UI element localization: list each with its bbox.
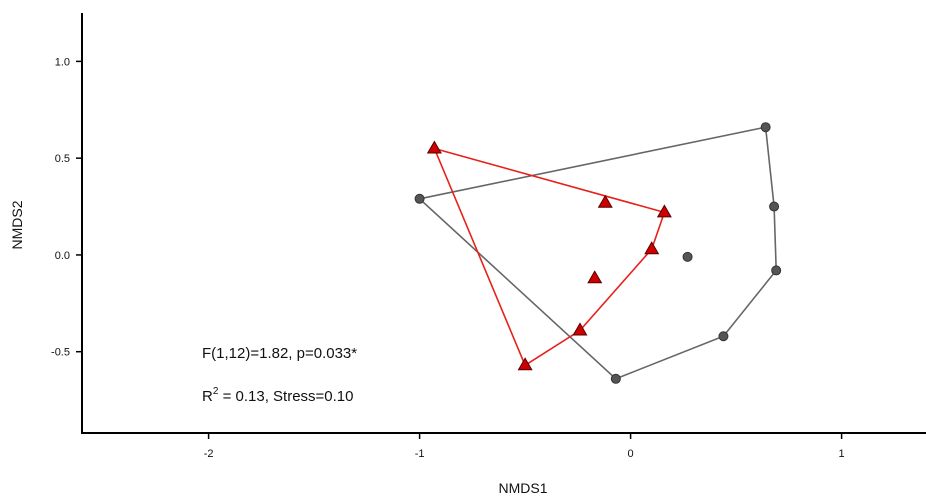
data-point-circle	[769, 201, 780, 212]
data-point-triangle	[597, 194, 613, 208]
data-point-triangle	[587, 270, 603, 284]
ticks: -2 -1 0 1 -0.5 0.0 0.5 1.0	[51, 56, 845, 460]
data-point-triangle	[644, 241, 660, 255]
x-tick-label: -2	[204, 448, 214, 460]
data-point-triangle	[426, 140, 442, 154]
r2-prefix: R	[202, 388, 213, 405]
x-tick-label: 1	[839, 448, 845, 460]
y-tick-label: -0.5	[51, 347, 70, 359]
x-tick-label: -1	[415, 448, 425, 460]
data-point-triangle	[517, 357, 533, 371]
hull-polygon-2	[433, 147, 666, 367]
r2-annotation: R2 = 0.13, Stress=0.10	[202, 386, 354, 405]
y-tick-label: 1.0	[55, 56, 70, 68]
r2-superscript: 2	[213, 386, 219, 397]
data-point-circle	[718, 331, 729, 342]
y-tick-label: 0.5	[55, 153, 70, 165]
data-point-triangle	[572, 322, 588, 336]
data-point-triangle	[656, 204, 672, 218]
data-point-circle	[610, 373, 621, 384]
axes	[81, 13, 926, 434]
x-axis-title: NMDS1	[498, 480, 547, 496]
y-tick-label: 0.0	[55, 250, 70, 262]
x-tick-label: 0	[628, 448, 634, 460]
points	[414, 122, 782, 384]
r2-rest: = 0.13, Stress=0.10	[218, 388, 353, 405]
y-axis-title: NMDS2	[9, 200, 25, 249]
data-point-circle	[414, 193, 425, 204]
data-point-circle	[682, 251, 693, 262]
stat-annotation: F(1,12)=1.82, p=0.033*	[202, 345, 357, 362]
data-point-circle	[771, 265, 782, 276]
data-point-circle	[760, 122, 771, 133]
